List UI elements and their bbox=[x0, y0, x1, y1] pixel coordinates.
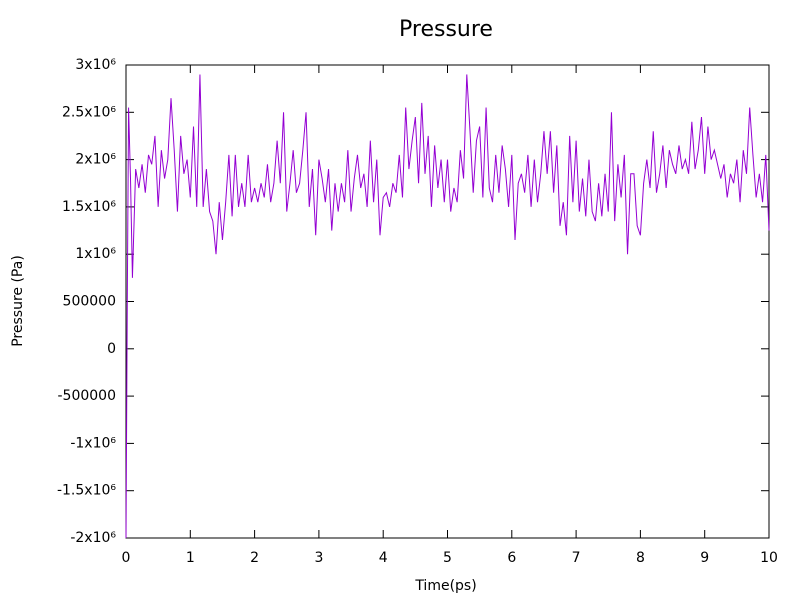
x-tick-label: 2 bbox=[250, 550, 259, 566]
y-tick-label: 1x10⁶ bbox=[75, 246, 116, 262]
plot-border bbox=[125, 64, 770, 539]
y-tick-label: -2x10⁶ bbox=[70, 530, 116, 546]
y-tick-label: -500000 bbox=[58, 388, 117, 404]
x-tick-label: 10 bbox=[760, 550, 778, 566]
y-tick-label: 0 bbox=[107, 341, 116, 357]
data-line bbox=[125, 74, 770, 539]
x-tick-label: 8 bbox=[636, 550, 645, 566]
chart-title: Pressure bbox=[399, 17, 493, 42]
y-tick-label: 1.5x10⁶ bbox=[62, 199, 116, 215]
x-tick-label: 9 bbox=[700, 550, 709, 566]
x-tick-label: 7 bbox=[572, 550, 581, 566]
x-tick-label: 4 bbox=[379, 550, 388, 566]
y-tick-label: 2.5x10⁶ bbox=[62, 104, 116, 120]
y-tick-label: 3x10⁶ bbox=[75, 57, 116, 73]
x-tick-label: 3 bbox=[314, 550, 323, 566]
x-tick-label: 0 bbox=[122, 550, 131, 566]
y-axis-label: Pressure (Pa) bbox=[10, 255, 26, 347]
y-tick-label: -1x10⁶ bbox=[70, 435, 116, 451]
x-axis-label: Time(ps) bbox=[414, 578, 476, 594]
y-tick-label: 2x10⁶ bbox=[75, 152, 116, 168]
y-tick-label: 500000 bbox=[63, 294, 116, 310]
x-tick-label: 1 bbox=[186, 550, 195, 566]
y-tick-label: -1.5x10⁶ bbox=[57, 483, 116, 499]
x-tick-label: 6 bbox=[507, 550, 516, 566]
x-tick-label: 5 bbox=[443, 550, 452, 566]
